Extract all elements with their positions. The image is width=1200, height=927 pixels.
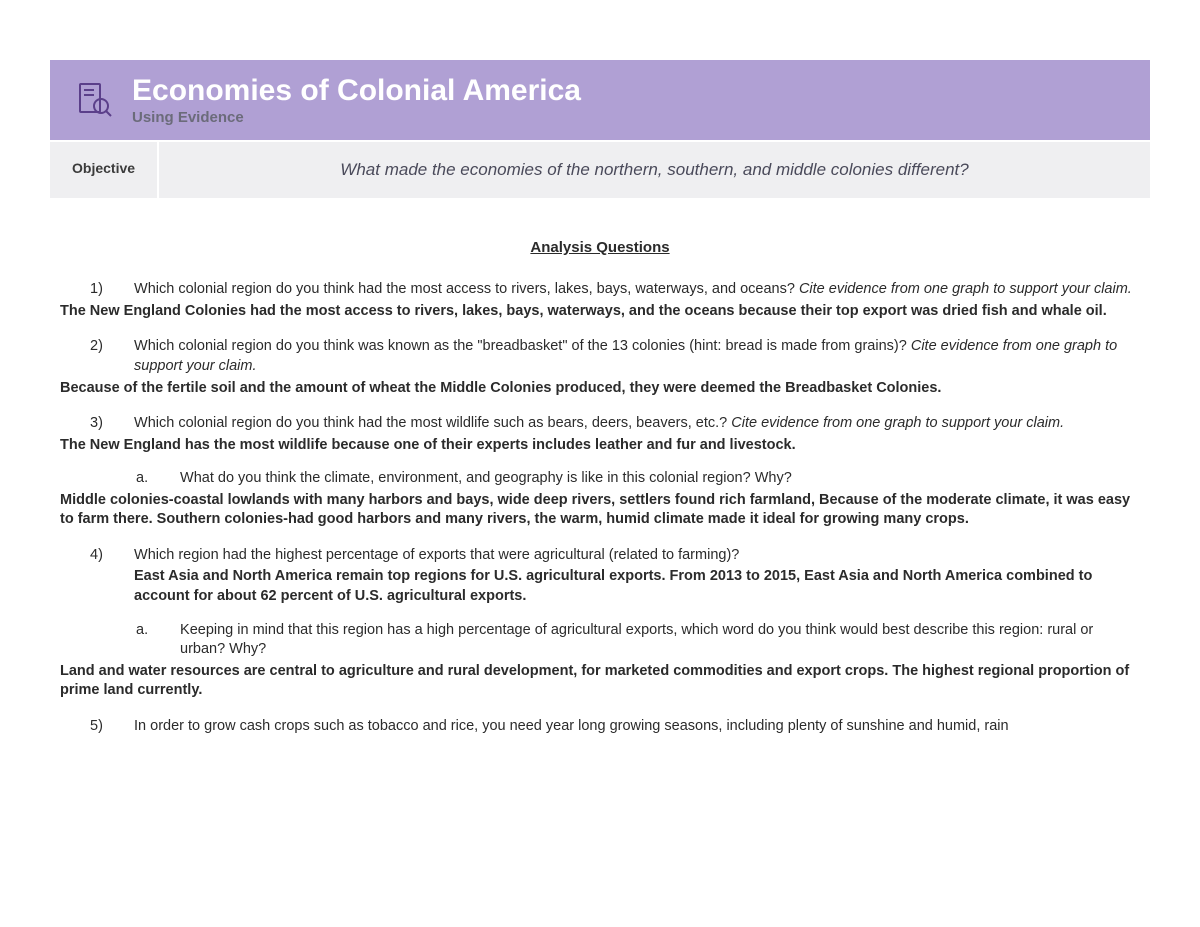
q3a-letter: a. (158, 469, 176, 489)
q3a-text: What do you think the climate, environme… (180, 470, 792, 486)
objective-row: Objective What made the economies of the… (50, 140, 1150, 198)
header-banner: Economies of Colonial America Using Evid… (50, 60, 1150, 140)
section-heading: Analysis Questions (60, 238, 1140, 258)
header-text: Economies of Colonial America Using Evid… (132, 74, 581, 126)
q1-text: Which colonial region do you think had t… (134, 281, 799, 297)
q2-answer: Because of the fertile soil and the amou… (60, 379, 1140, 399)
q4-text: Which region had the highest percentage … (134, 547, 739, 563)
objective-question: What made the economies of the northern,… (159, 142, 1150, 198)
q5-number: 5) (112, 717, 130, 737)
q1-number: 1) (112, 280, 130, 300)
q4-number: 4) (112, 546, 130, 566)
q4a-letter: a. (158, 621, 176, 641)
question-3: 3) Which colonial region do you think ha… (60, 414, 1140, 530)
question-5: 5) In order to grow cash crops such as t… (60, 717, 1140, 737)
q5-text: In order to grow cash crops such as toba… (134, 718, 1009, 734)
page-title: Economies of Colonial America (132, 74, 581, 107)
q4a-answer: Land and water resources are central to … (60, 662, 1140, 701)
objective-label: Objective (50, 142, 159, 198)
question-4: 4) Which region had the highest percenta… (60, 546, 1140, 701)
q4a-text: Keeping in mind that this region has a h… (180, 622, 1093, 658)
q2-text: Which colonial region do you think was k… (134, 338, 911, 354)
q3-hint: Cite evidence from one graph to support … (731, 415, 1064, 431)
q1-hint: Cite evidence from one graph to support … (799, 281, 1132, 297)
question-2: 2) Which colonial region do you think wa… (60, 337, 1140, 398)
q4-answer: East Asia and North America remain top r… (60, 567, 1140, 606)
document-search-icon (74, 80, 114, 120)
q3a-answer: Middle colonies-coastal lowlands with ma… (60, 491, 1140, 530)
page-subtitle: Using Evidence (132, 109, 581, 126)
q3-text: Which colonial region do you think had t… (134, 415, 731, 431)
content-body: Analysis Questions 1) Which colonial reg… (50, 198, 1150, 736)
q2-number: 2) (112, 337, 130, 357)
q3-answer: The New England has the most wildlife be… (60, 436, 1140, 456)
q3-number: 3) (112, 414, 130, 434)
q1-answer: The New England Colonies had the most ac… (60, 302, 1140, 322)
question-1: 1) Which colonial region do you think ha… (60, 280, 1140, 321)
